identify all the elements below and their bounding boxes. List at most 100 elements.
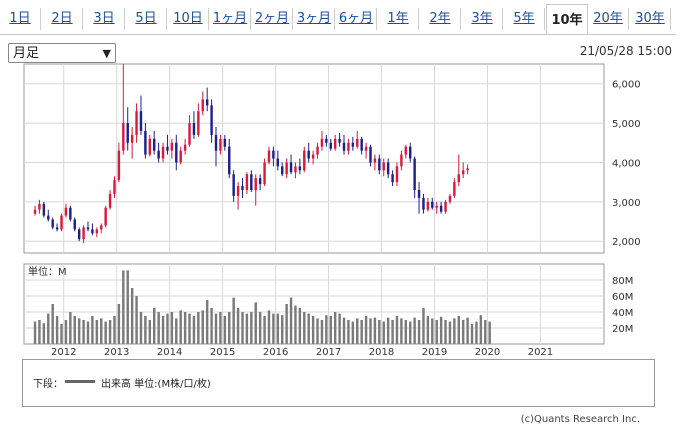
candle-body [378, 158, 381, 171]
volume-bar [205, 300, 209, 344]
volume-bar [431, 318, 434, 344]
candle-body [73, 219, 76, 230]
candle-body [267, 150, 271, 163]
volume-bar [263, 316, 266, 344]
volume-bar [391, 320, 394, 344]
tab-3[interactable]: 3日 [84, 8, 125, 30]
volume-bar [453, 318, 456, 344]
tab-5[interactable]: 10日 [168, 8, 209, 30]
volume-bar [166, 313, 169, 344]
candle-body [223, 138, 227, 147]
volume-bar [448, 321, 452, 344]
volume-bar [113, 316, 116, 344]
volume-bar [338, 313, 341, 344]
candle-body [100, 225, 103, 230]
candle-body [444, 201, 447, 212]
volume-tick-label: 20M [612, 324, 633, 335]
stock-chart: 2,000 3,000 4,000 5,000 6,000 20M 40M 60M 80M 201… [23, 63, 641, 358]
volume-bar [484, 320, 487, 344]
candle-body [152, 138, 156, 151]
candle-body [448, 195, 452, 202]
candle-body [161, 146, 165, 159]
tab-4[interactable]: 5日 [126, 8, 167, 30]
candle-body [236, 186, 240, 196]
candle-body [338, 138, 341, 143]
tab-7[interactable]: 2ヶ月 [252, 8, 293, 30]
tab-9[interactable]: 6ヶ月 [336, 8, 377, 30]
tab-6[interactable]: 1ヶ月 [210, 8, 251, 30]
volume-bar [417, 320, 421, 344]
price-tick-label: 6,000 [612, 80, 641, 91]
tab-11[interactable]: 2年 [420, 8, 461, 30]
volume-bar [413, 317, 416, 344]
tab-15[interactable]: 20年 [588, 8, 629, 30]
candle-body [214, 134, 218, 151]
volume-bar [267, 310, 271, 344]
volume-bar [276, 313, 280, 344]
candle-body [422, 197, 425, 210]
volume-bar [294, 305, 297, 344]
period-tabbar: 1日 2日 3日 5日 10日 1ヶ月 2ヶ月 3ヶ月 6ヶ月 1年 2年 3年 5年 10年 20年 30年 [0, 4, 676, 35]
volume-bar [148, 320, 152, 344]
volume-bar [364, 316, 368, 344]
volume-bar [86, 321, 90, 344]
volume-bar [55, 316, 59, 344]
tab-2[interactable]: 2日 [42, 8, 83, 30]
volume-bar [360, 320, 363, 344]
candle-body [192, 123, 196, 135]
tab-8[interactable]: 3ヶ月 [294, 8, 335, 30]
chart-legend: 下段： 出来高 単位:(M株/口/枚) [22, 359, 655, 407]
tab-12[interactable]: 3年 [462, 8, 503, 30]
tab-1[interactable]: 1日 [0, 8, 41, 30]
candle-body [431, 201, 434, 208]
volume-bar [117, 304, 121, 344]
volume-bar [316, 318, 319, 344]
candle-body [276, 158, 280, 167]
candle-body [409, 146, 412, 159]
candle-body [461, 170, 465, 175]
x-tick-label: 2019 [422, 347, 447, 358]
x-tick-label: 2018 [369, 347, 394, 358]
volume-bar [395, 316, 399, 344]
volume-bar [210, 308, 213, 344]
candle-body [281, 166, 284, 175]
volume-bar [422, 308, 425, 344]
candle-body [351, 142, 355, 147]
volume-bar [373, 317, 377, 344]
volume-bar [378, 320, 381, 344]
volume-bar [64, 320, 68, 344]
volume-bar [42, 323, 46, 344]
volume-bar [223, 316, 227, 344]
volume-bar [254, 302, 257, 344]
volume-unit-label: 単位：M [28, 265, 67, 278]
x-tick-label: 2015 [210, 347, 235, 358]
candle-body [144, 130, 147, 155]
price-tick-label: 3,000 [612, 198, 641, 209]
volume-bar [126, 270, 129, 344]
volume-bar [404, 320, 408, 344]
candle-body [347, 142, 350, 151]
tab-16[interactable]: 30年 [630, 8, 671, 30]
tab-10[interactable]: 1年 [378, 8, 419, 30]
period-select[interactable]: 月足 ▼ [8, 43, 116, 63]
volume-bar [466, 317, 469, 344]
volume-bar [77, 318, 81, 344]
tab-14[interactable]: 10年 [546, 4, 588, 34]
candle-body [175, 142, 178, 163]
volume-bar [435, 320, 438, 344]
candle-body [250, 174, 253, 190]
legend-text: 出来高 単位:(M株/口/枚) [101, 379, 211, 390]
volume-bar [475, 321, 478, 344]
volume-bar [47, 313, 50, 344]
candle-body [55, 227, 59, 230]
volume-bar [386, 317, 390, 344]
volume-bar [325, 315, 328, 344]
x-tick-label: 2016 [263, 347, 288, 358]
volume-bar [135, 296, 138, 344]
volume-bar [144, 316, 147, 344]
volume-bar [228, 312, 231, 344]
candle-body [307, 150, 310, 159]
tab-13[interactable]: 5年 [504, 8, 545, 30]
volume-bar [157, 312, 160, 344]
candle-body [320, 138, 324, 147]
